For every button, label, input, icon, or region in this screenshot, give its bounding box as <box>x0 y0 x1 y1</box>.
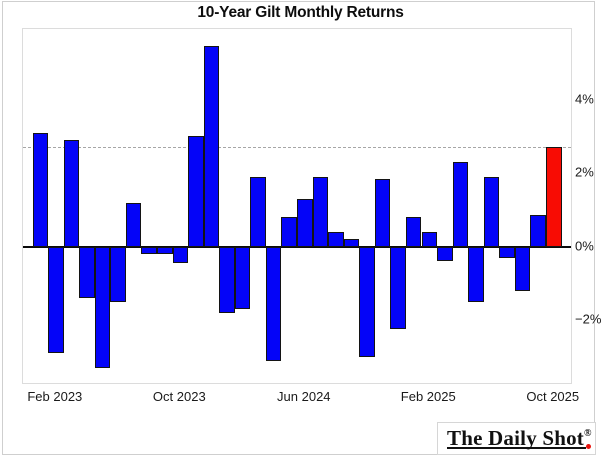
bar-nov-2024 <box>374 178 391 247</box>
y-tick-label: 4% <box>575 91 594 107</box>
logo-underline <box>447 447 586 449</box>
x-tick-label: Jun 2024 <box>277 389 331 404</box>
x-tick-label: Oct 2025 <box>526 389 580 404</box>
bar-dec-2024 <box>390 246 406 330</box>
bar-jan-2023 <box>32 132 49 247</box>
bar-sep-2025 <box>530 215 546 247</box>
bar-jun-2024 <box>297 198 313 247</box>
bar-jul-2025 <box>499 246 515 258</box>
daily-shot-logo: The Daily Shot® <box>437 422 596 455</box>
bar-dec-2023 <box>203 46 220 247</box>
reference-dashed-line <box>23 146 571 148</box>
bar-may-2025 <box>468 246 484 302</box>
y-tick-label: −2% <box>575 311 601 327</box>
bar-mar-2024 <box>250 176 266 247</box>
bar-jun-2023 <box>110 246 126 302</box>
plot-area <box>22 28 572 384</box>
y-tick-label: 0% <box>575 238 594 254</box>
bar-apr-2024 <box>265 246 282 361</box>
bar-may-2023 <box>94 246 111 368</box>
registered-trademark-icon: ® <box>584 428 592 439</box>
bar-apr-2023 <box>79 246 95 299</box>
x-tick-label: Oct 2023 <box>152 389 206 404</box>
bar-aug-2023 <box>141 246 157 254</box>
bar-mar-2023 <box>63 140 80 247</box>
bar-jun-2025 <box>483 176 500 247</box>
bar-may-2024 <box>281 217 297 247</box>
bar-mar-2025 <box>437 246 453 262</box>
bar-feb-2023 <box>48 246 64 354</box>
bar-nov-2023 <box>188 136 204 247</box>
bar-jan-2025 <box>405 217 422 247</box>
logo-text: The Daily Shot® <box>447 426 592 450</box>
bar-aug-2024 <box>328 231 344 247</box>
bar-jul-2024 <box>312 176 329 247</box>
x-tick-label: Feb 2023 <box>27 389 83 404</box>
bar-feb-2025 <box>421 231 438 247</box>
bar-jul-2023 <box>125 202 142 247</box>
bar-feb-2024 <box>234 246 251 310</box>
bar-jan-2024 <box>219 246 235 313</box>
bar-sep-2023 <box>156 246 173 254</box>
bar-apr-2025 <box>452 162 469 247</box>
bar-sep-2024 <box>343 239 360 247</box>
bar-oct-2023 <box>172 246 189 264</box>
bar-oct-2025 <box>545 147 562 247</box>
chart-title: 10-Year Gilt Monthly Returns <box>197 4 404 21</box>
x-tick-label: Feb 2025 <box>400 389 456 404</box>
y-tick-label: 2% <box>575 164 594 180</box>
zero-axis-line <box>23 245 571 248</box>
bar-oct-2024 <box>359 246 375 357</box>
bar-aug-2025 <box>514 246 531 291</box>
logo-red-dot-icon <box>586 444 591 449</box>
